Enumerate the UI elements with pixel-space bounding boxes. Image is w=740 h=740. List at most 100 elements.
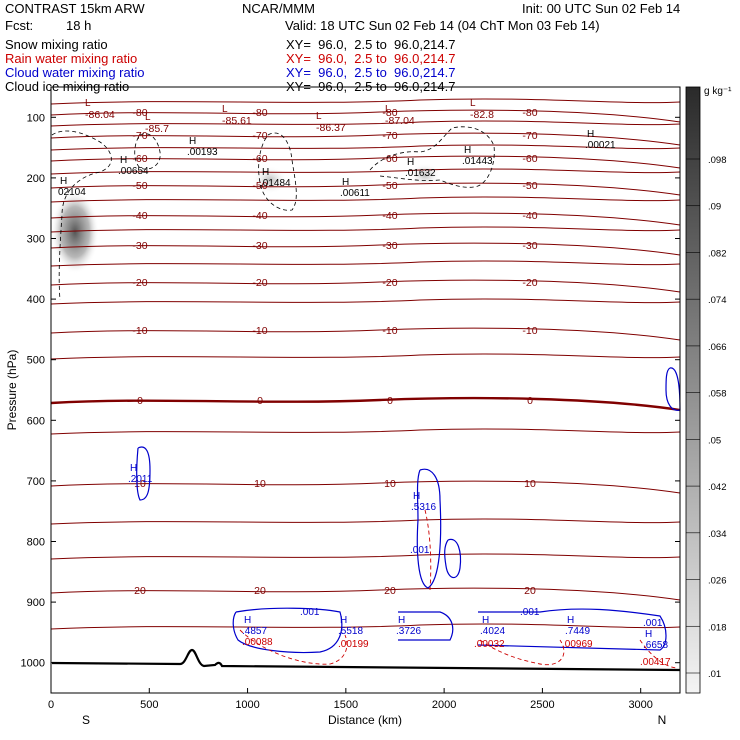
y-tick-label: 900 [27,597,45,609]
temperature-contour-label: 10 [254,478,266,490]
temperature-contour-label: -10 [522,325,537,337]
terrain-line [51,648,681,672]
y-tick-label: 1000 [21,658,45,670]
low-value-label: -86.04 [85,109,115,121]
temperature-contour-label: -40 [522,210,537,222]
temperature-contour [50,553,681,560]
y-tick-label: 200 [27,173,45,185]
temperature-contours: -80 -80 -80 -80 -70 -70 -70 -70 -60 -60 -60 -60 -50 -… [50,98,681,630]
temperature-contour--50 [50,182,681,196]
snow-max-marker: H [262,167,269,178]
snow-max-label: .01443 [462,156,493,167]
x-tick-label: 500 [140,699,158,711]
cloud-water-max-marker: H [340,615,347,626]
temperature-contour-label: -10 [382,325,397,337]
colorbar-tick-label: .082 [708,248,727,259]
x-tick-label: 2500 [530,699,554,711]
rain-max-label: .00969 [562,639,593,650]
cloud-water-max-label: .001 [520,607,540,618]
low-marker: L [145,112,151,123]
colorbar-unit: g kg⁻¹ [704,86,732,97]
cloud-water-max-label: .4024 [480,626,505,637]
cloud-water-max-marker: H [567,615,574,626]
rain-max-label: .00417 [640,657,671,668]
y-tick-label: 300 [27,234,45,246]
colorbar-tick-label: .018 [708,622,727,633]
temperature-contour--70 [50,132,681,146]
temperature-contour [50,518,681,525]
y-tick-label: 700 [27,476,45,488]
temperature-contour-label: -70 [382,130,397,142]
temperature-contour-label: -70 [252,130,267,142]
temperature-contour-label: 10 [524,478,536,490]
temperature-contour-label: 20 [254,585,266,597]
low-value-label: -87.04 [385,115,415,127]
low-value-label: -86.37 [316,122,346,134]
cloud-water-max-label: .6658 [643,640,668,651]
temperature-contour-label: -50 [132,180,147,192]
temperature-contour-label: 0 [527,395,533,407]
cloud-water-max-label: .001 [643,618,663,629]
colorbar-tick-label: .01 [708,669,721,680]
cloud-water-max-label: .3726 [396,626,421,637]
cloud-water-max-marker: H [130,463,137,474]
temperature-contour [50,260,681,267]
colorbar-tick-label: .026 [708,576,727,587]
cloud-water-max-label: .4857 [242,626,267,637]
temperature-contour-label: 10 [384,478,396,490]
snow-max-label: .00193 [187,147,218,158]
temperature-contour-label: 20 [134,585,146,597]
temperature-contour--20 [50,279,681,293]
temperature-contour-label: 20 [384,585,396,597]
temperature-contour [50,144,681,151]
snow-max-label: .00611 [340,188,370,199]
temperature-contour-label: -40 [382,210,397,222]
rain-max-label: .00032 [474,639,505,650]
temperature-contour [50,196,681,203]
snow-max-label: .00654 [118,166,149,177]
cloud-water-max-label: .7449 [565,626,590,637]
temperature-contour [50,623,681,630]
snow-max-label: .01484 [260,178,291,189]
legend-rain: Rain water mixing ratio [5,51,138,66]
low-value-label: -85.61 [222,115,252,127]
legend-snow: Snow mixing ratio [5,37,108,52]
low-marker: L [470,98,476,109]
legend-cloud-water-xy: XY= 96.0, 2.5 to 96.0,214.7 [286,65,456,80]
temperature-contour-label: -70 [522,130,537,142]
legend-cloud-water: Cloud water mixing ratio [5,65,145,80]
temperature-contour-label: -20 [132,277,147,289]
y-tick-label: 800 [27,537,45,549]
snow-contours [51,126,495,301]
snow-max-marker: H [587,129,594,140]
temperature-contour [50,168,681,175]
temperature-contour--60 [50,155,681,169]
temperature-contour-label: -30 [382,240,397,252]
temperature-contour-label: -10 [252,325,267,337]
x-tick-label: 3000 [628,699,652,711]
snow-shade [409,163,441,187]
cloud-water-max-label: .5316 [411,502,436,513]
snow-max-marker: H [120,155,127,166]
rain-max-label: .00199 [338,639,369,650]
temperature-contour-label: -70 [132,130,147,142]
cloud-water-contours [136,367,681,654]
temperature-contour-label: -40 [132,210,147,222]
x-tick-label: 1500 [334,699,358,711]
temperature-contour [50,428,681,435]
cloud-water-max-label: .5518 [338,626,363,637]
low-marker: L [85,98,91,109]
temperature-contour-label: 0 [137,395,143,407]
temperature-contour-label: -50 [382,180,397,192]
colorbar-tick-label: .09 [708,202,721,213]
model-title: CONTRAST 15km ARW [5,1,145,16]
temperature-contour-label: -80 [252,107,267,119]
snow-max-marker: H [407,157,414,168]
colorbar-tick-label: .066 [708,342,727,353]
legend-rain-xy: XY= 96.0, 2.5 to 96.0,214.7 [286,51,456,66]
y-tick-label: 100 [27,112,45,124]
legend-cloud-ice-xy: XY= 96.0, 2.5 to 96.0,214.7 [286,79,456,94]
colorbar-tick-label: .034 [708,529,727,540]
temperature-contour-label: -60 [132,153,147,165]
temperature-contour-label: -30 [132,240,147,252]
